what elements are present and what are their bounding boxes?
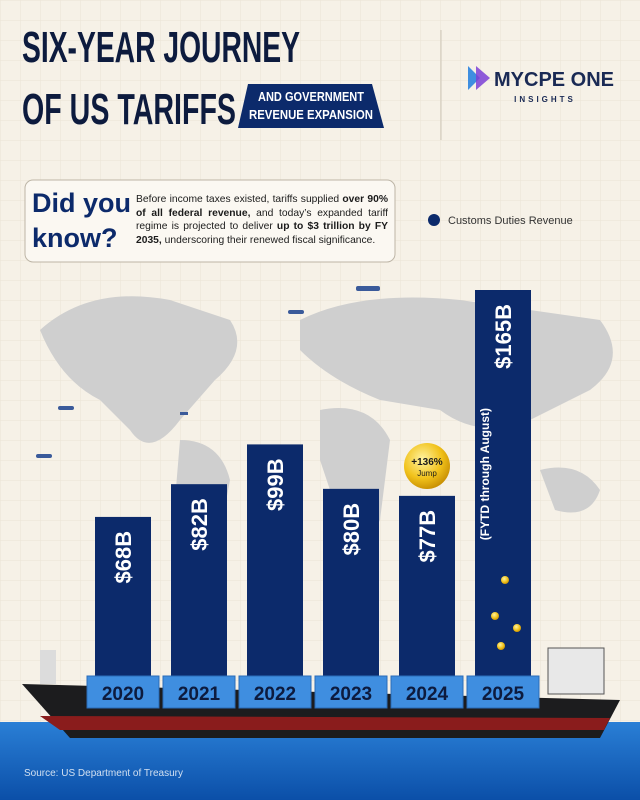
bar [247, 444, 303, 676]
badge [404, 443, 450, 489]
callout-text: Before income taxes existed, tariffs sup… [136, 193, 388, 247]
callout-text-part: underscoring their renewed fiscal signif… [161, 234, 376, 246]
value-label: $99B [263, 458, 288, 511]
bar [95, 516, 151, 676]
bar [323, 488, 379, 676]
x-tick-label: 2023 [330, 684, 372, 705]
callout-text-part: Before income taxes existed, tariffs sup… [136, 194, 343, 205]
callout-text-part: over 90% of all federal revenue, [136, 194, 388, 219]
callout-text-part: and today’s expanded tariff regime is pr… [136, 207, 388, 233]
bar-chart: Customs Duties Revenue $68B 2020 $82B 2021 $9… [86, 214, 573, 709]
x-tick-label: 2020 [102, 684, 144, 705]
x-tick-label: 2025 [482, 684, 525, 705]
bar [475, 290, 531, 676]
coin [501, 576, 509, 584]
value-label: $68B [111, 531, 136, 584]
subtitle-line: REVENUE EXPANSION [249, 107, 373, 122]
callout-box [24, 179, 396, 263]
subtitle-line: AND GOVERNMENT [258, 89, 364, 104]
title-line: OF US TARIFFS [22, 85, 236, 134]
badge-text: +136% [411, 457, 443, 468]
bar [171, 484, 227, 676]
logo-icon [468, 66, 480, 90]
bar [399, 495, 455, 676]
x-tick-label: 2022 [254, 684, 296, 705]
badge-label: Jump [417, 469, 437, 478]
value-label: $82B [187, 498, 212, 551]
ship-stripe [40, 716, 610, 730]
container [162, 675, 236, 709]
logo-tagline: INSIGHTS [514, 95, 576, 104]
title-line: SIX-YEAR JOURNEY [22, 23, 300, 72]
ships-decor [36, 286, 380, 458]
value-label: $165B [491, 304, 516, 369]
callout-heading: know? [32, 223, 118, 253]
x-tick-label: 2021 [178, 684, 221, 705]
container [314, 675, 388, 709]
container [86, 675, 160, 709]
value-label: $80B [339, 503, 364, 556]
ship-bridge [547, 647, 605, 695]
coin [513, 624, 521, 632]
legend-swatch [428, 214, 440, 226]
callout-text-part: up to $3 trillion by FY 2035, [136, 221, 388, 246]
source: Source: US Department of Treasury [24, 768, 183, 779]
coin [491, 612, 499, 620]
container [390, 675, 464, 709]
subtitle-ribbon [238, 84, 384, 128]
legend-label: Customs Duties Revenue [448, 215, 573, 227]
ship-mast [40, 650, 56, 684]
container [238, 675, 312, 709]
logo-name: MYCPE ONE [494, 69, 614, 91]
x-tick-label: 2024 [406, 684, 449, 705]
value-label: $77B [415, 510, 440, 563]
callout-heading: Did you [32, 188, 131, 218]
note: (FYTD through August) [478, 408, 492, 540]
coin [497, 642, 505, 650]
container [466, 675, 540, 709]
logo-icon [476, 66, 490, 90]
